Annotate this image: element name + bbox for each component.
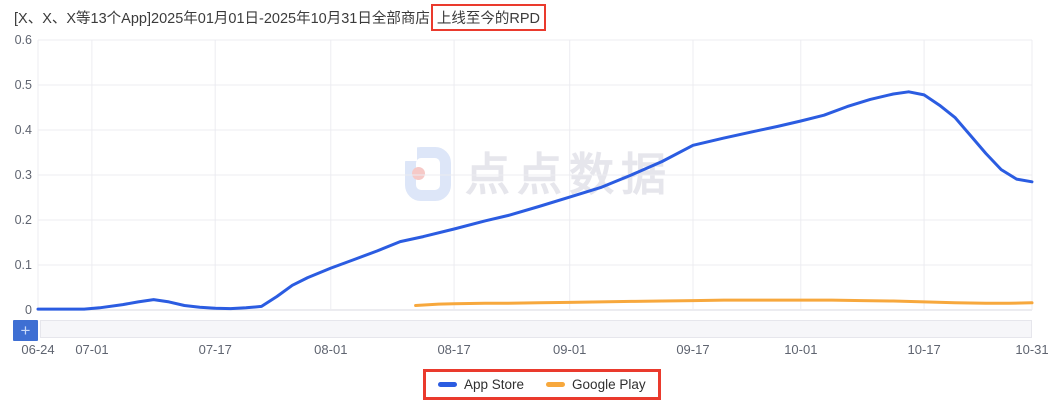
y-axis-label: 0.1 <box>14 258 32 272</box>
x-axis-label: 08-01 <box>314 342 348 357</box>
y-axis-label: 0.3 <box>14 168 32 182</box>
x-axis-label: 08-17 <box>437 342 471 357</box>
legend-annotation-box: App Store Google Play <box>423 369 661 400</box>
google-play-line-marker-icon <box>546 382 566 387</box>
google-play-line <box>414 298 1034 307</box>
chart-title: [X、X、X等13个App]2025年01月01日-2025年10月31日全部商… <box>14 3 546 31</box>
x-axis-label: 07-17 <box>198 342 232 357</box>
x-axis-label: 10-01 <box>784 342 818 357</box>
legend-item-app-store[interactable]: App Store <box>438 377 524 392</box>
legend-item-google-play[interactable]: Google Play <box>546 377 646 392</box>
y-axis-label: 0.5 <box>14 78 32 92</box>
app-store-line <box>36 90 1034 311</box>
x-axis-label: 09-01 <box>553 342 587 357</box>
y-axis-label: 0.6 <box>14 33 32 47</box>
legend-label: Google Play <box>572 377 646 392</box>
zoom-in-button[interactable]: + <box>13 320 38 341</box>
chart-plot-area[interactable] <box>38 40 1032 310</box>
legend-label: App Store <box>464 377 525 392</box>
data-zoom-track[interactable] <box>40 320 1032 338</box>
plus-icon: + <box>20 321 31 340</box>
app-store-line-marker-icon <box>438 382 457 387</box>
x-axis-label: 06-24 <box>21 342 55 357</box>
chart-title-text: [X、X、X等13个App]2025年01月01日-2025年10月31日全部商… <box>14 10 430 27</box>
x-axis-label: 10-31 <box>1015 342 1049 357</box>
y-axis-label: 0 <box>25 303 32 317</box>
title-highlight-annotation-box: 上线至今的RPD <box>430 3 546 31</box>
y-axis-label: 0.2 <box>14 213 32 227</box>
x-axis-label: 09-17 <box>676 342 710 357</box>
x-axis-label: 10-17 <box>907 342 941 357</box>
y-axis-label: 0.4 <box>14 123 32 137</box>
x-axis-label: 07-01 <box>75 342 109 357</box>
